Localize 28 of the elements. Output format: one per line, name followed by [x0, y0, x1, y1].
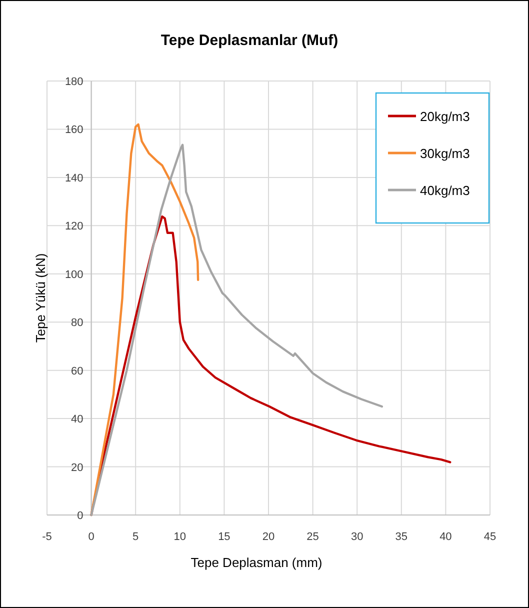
- x-tick-label: 25: [306, 531, 319, 543]
- y-tick-label: 160: [64, 124, 84, 136]
- x-tick-label: 10: [174, 531, 186, 543]
- x-tick-label: 40: [440, 531, 452, 543]
- y-axis-title: Tepe Yükü (kN): [33, 253, 48, 343]
- x-tick-label: 35: [395, 531, 408, 543]
- x-tick-label: 20: [262, 531, 275, 543]
- y-tick-label: 80: [71, 317, 84, 330]
- x-tick-label: -5: [42, 531, 52, 543]
- x-tick-label: 45: [484, 531, 496, 543]
- y-tick-label: 0: [77, 510, 84, 522]
- y-tick-label: 120: [64, 220, 84, 233]
- y-tick-label: 60: [71, 365, 84, 378]
- x-axis-title: Tepe Deplasman (mm): [190, 555, 322, 570]
- x-tick-label: 5: [132, 531, 139, 543]
- legend-label: 30kg/m3: [420, 146, 470, 161]
- y-tick-label: 20: [71, 462, 84, 474]
- y-tick-label: 180: [64, 76, 84, 88]
- line-series: [90, 144, 384, 516]
- chart-title: Tepe Deplasmanlar (Muf): [160, 32, 338, 49]
- x-tick-label: 15: [218, 531, 230, 543]
- legend-label: 40kg/m3: [420, 183, 470, 198]
- y-tick-label: 140: [64, 172, 84, 184]
- legend-label: 20kg/m3: [420, 109, 470, 124]
- x-tick-label: 0: [88, 531, 94, 543]
- y-tick-label: 40: [71, 414, 84, 426]
- x-tick-label: 30: [350, 531, 364, 543]
- y-tick-label: 100: [64, 268, 84, 281]
